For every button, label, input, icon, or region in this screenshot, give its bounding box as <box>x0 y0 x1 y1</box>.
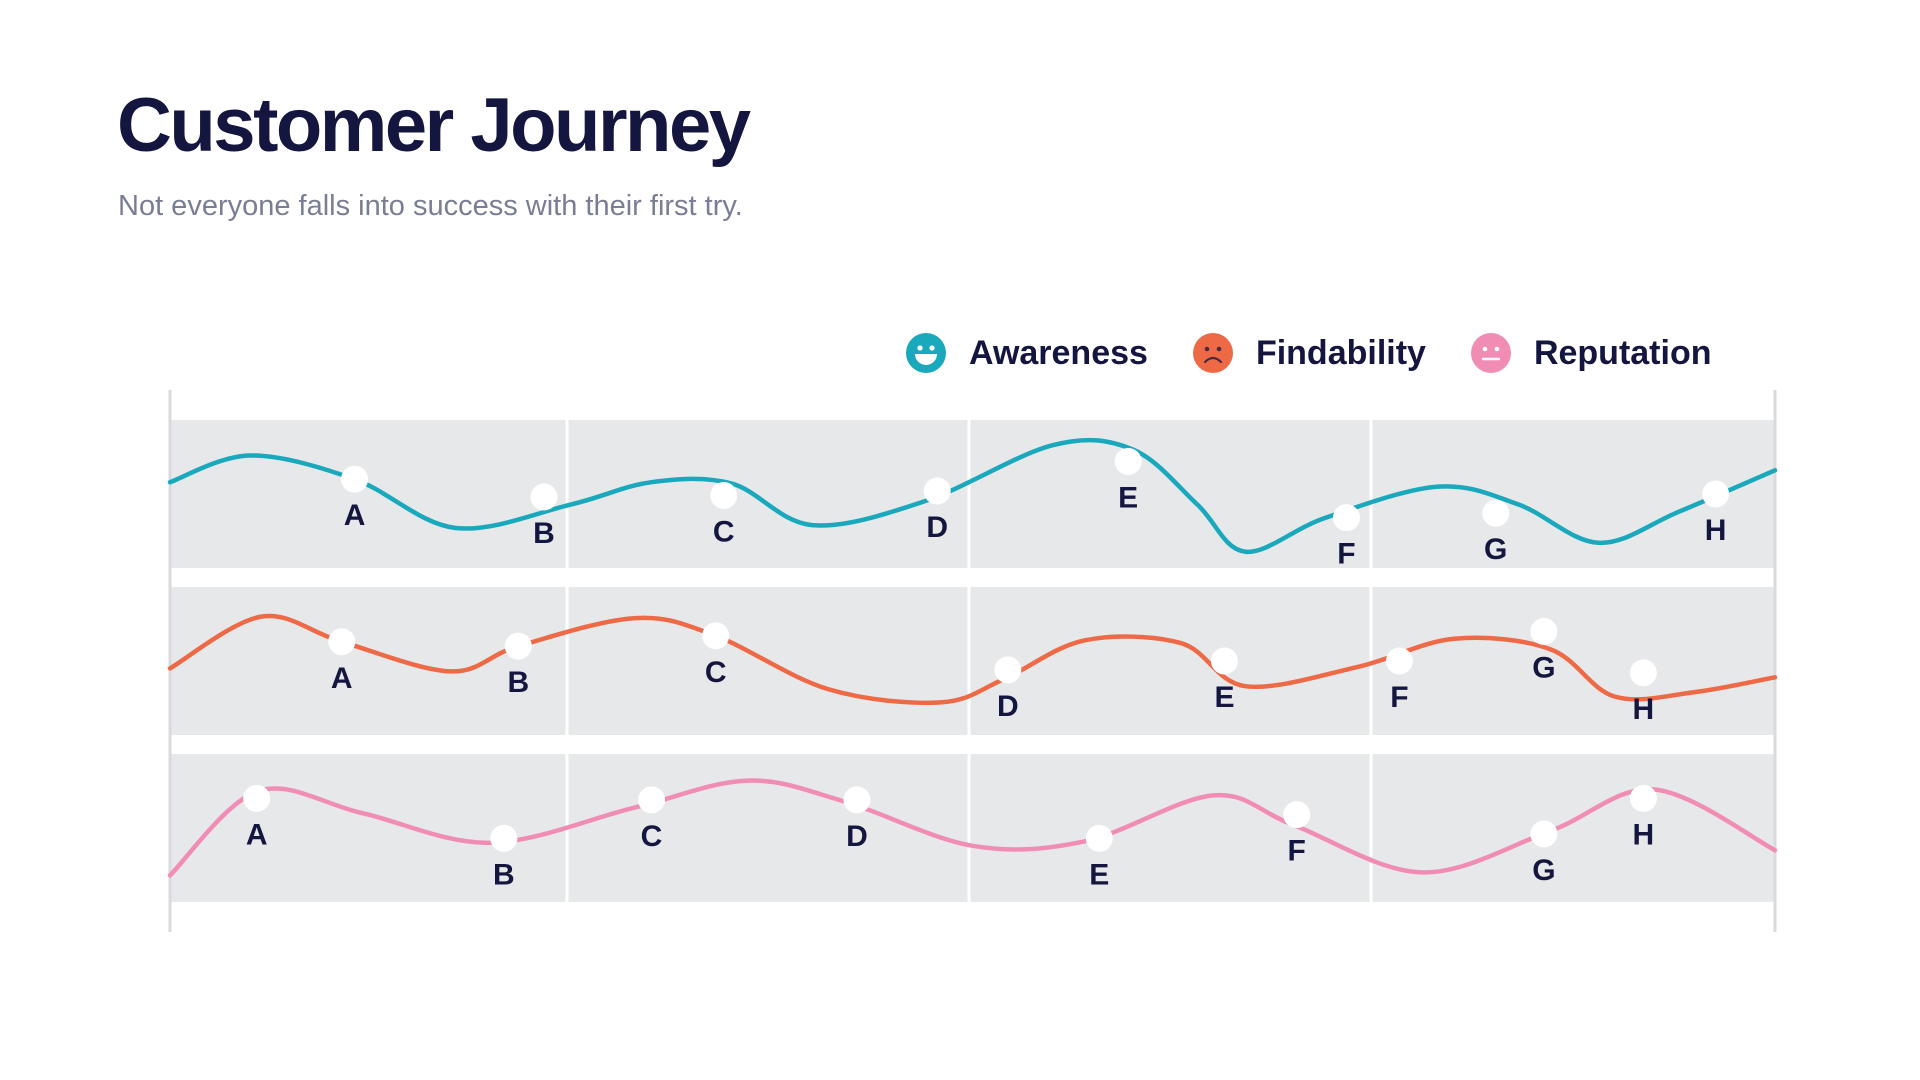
data-point-reputation-e <box>1085 824 1113 852</box>
point-label-findability-c: C <box>705 656 727 689</box>
band-2 <box>170 587 1775 735</box>
page-title: Customer Journey <box>117 83 751 168</box>
data-point-awareness-c <box>710 481 738 509</box>
point-label-reputation-b: B <box>493 858 515 891</box>
point-label-findability-f: F <box>1390 681 1408 714</box>
page-subtitle: Not everyone falls into success with the… <box>118 190 743 222</box>
data-point-awareness-e <box>1114 447 1142 475</box>
legend-label-awareness: Awareness <box>969 333 1148 372</box>
data-point-findability-f <box>1385 647 1413 675</box>
point-label-awareness-c: C <box>713 515 735 548</box>
point-label-findability-e: E <box>1214 681 1234 714</box>
band-1 <box>170 420 1775 568</box>
data-point-reputation-f <box>1283 801 1311 829</box>
data-point-reputation-a <box>243 784 271 812</box>
point-label-reputation-g: G <box>1532 854 1555 887</box>
data-point-findability-h <box>1629 659 1657 687</box>
neutral-face-icon <box>1470 333 1511 373</box>
point-label-awareness-g: G <box>1484 533 1507 566</box>
point-label-findability-h: H <box>1633 693 1655 726</box>
series-line-awareness <box>167 437 1778 554</box>
legend-item-findability: Findability <box>1192 332 1426 374</box>
data-point-awareness-f <box>1332 504 1360 532</box>
data-point-reputation-h <box>1629 784 1657 812</box>
point-label-awareness-f: F <box>1337 538 1355 571</box>
data-point-awareness-b <box>530 483 558 511</box>
legend-item-awareness: Awareness <box>905 332 1148 374</box>
legend-label-findability: Findability <box>1255 333 1426 372</box>
point-label-awareness-a: A <box>344 499 366 532</box>
point-label-reputation-e: E <box>1089 858 1109 891</box>
data-point-findability-e <box>1210 647 1238 675</box>
data-point-findability-a <box>328 628 356 656</box>
point-label-reputation-h: H <box>1633 818 1655 851</box>
point-label-reputation-a: A <box>246 818 268 851</box>
data-point-reputation-g <box>1530 820 1558 848</box>
point-label-findability-b: B <box>507 666 529 699</box>
point-label-awareness-b: B <box>533 517 555 550</box>
legend-label-reputation: Reputation <box>1533 333 1712 372</box>
data-point-awareness-h <box>1702 480 1730 508</box>
series-line-reputation <box>167 778 1778 878</box>
data-point-findability-b <box>504 632 532 660</box>
point-label-awareness-e: E <box>1118 481 1138 514</box>
data-point-reputation-c <box>638 786 665 814</box>
data-point-reputation-b <box>490 824 518 852</box>
point-label-awareness-h: H <box>1705 514 1727 547</box>
data-point-findability-g <box>1530 617 1558 645</box>
point-label-reputation-d: D <box>846 820 868 853</box>
chart-legend: Awareness Findability Reputation <box>905 332 1711 374</box>
data-point-findability-d <box>994 656 1022 684</box>
happy-face-icon <box>906 333 946 373</box>
legend-item-reputation: Reputation <box>1470 332 1712 374</box>
data-point-awareness-a <box>341 465 369 493</box>
point-label-awareness-d: D <box>926 511 948 544</box>
point-label-reputation-c: C <box>641 820 663 853</box>
data-point-reputation-d <box>843 786 871 814</box>
data-point-awareness-g <box>1482 499 1510 527</box>
sad-face-icon <box>1192 333 1233 373</box>
point-label-findability-a: A <box>331 662 353 695</box>
data-point-findability-c <box>702 622 730 650</box>
data-point-awareness-d <box>923 477 951 505</box>
band-3 <box>170 754 1775 902</box>
point-label-findability-d: D <box>997 690 1019 723</box>
point-label-findability-g: G <box>1532 651 1555 684</box>
point-label-reputation-f: F <box>1288 835 1306 868</box>
